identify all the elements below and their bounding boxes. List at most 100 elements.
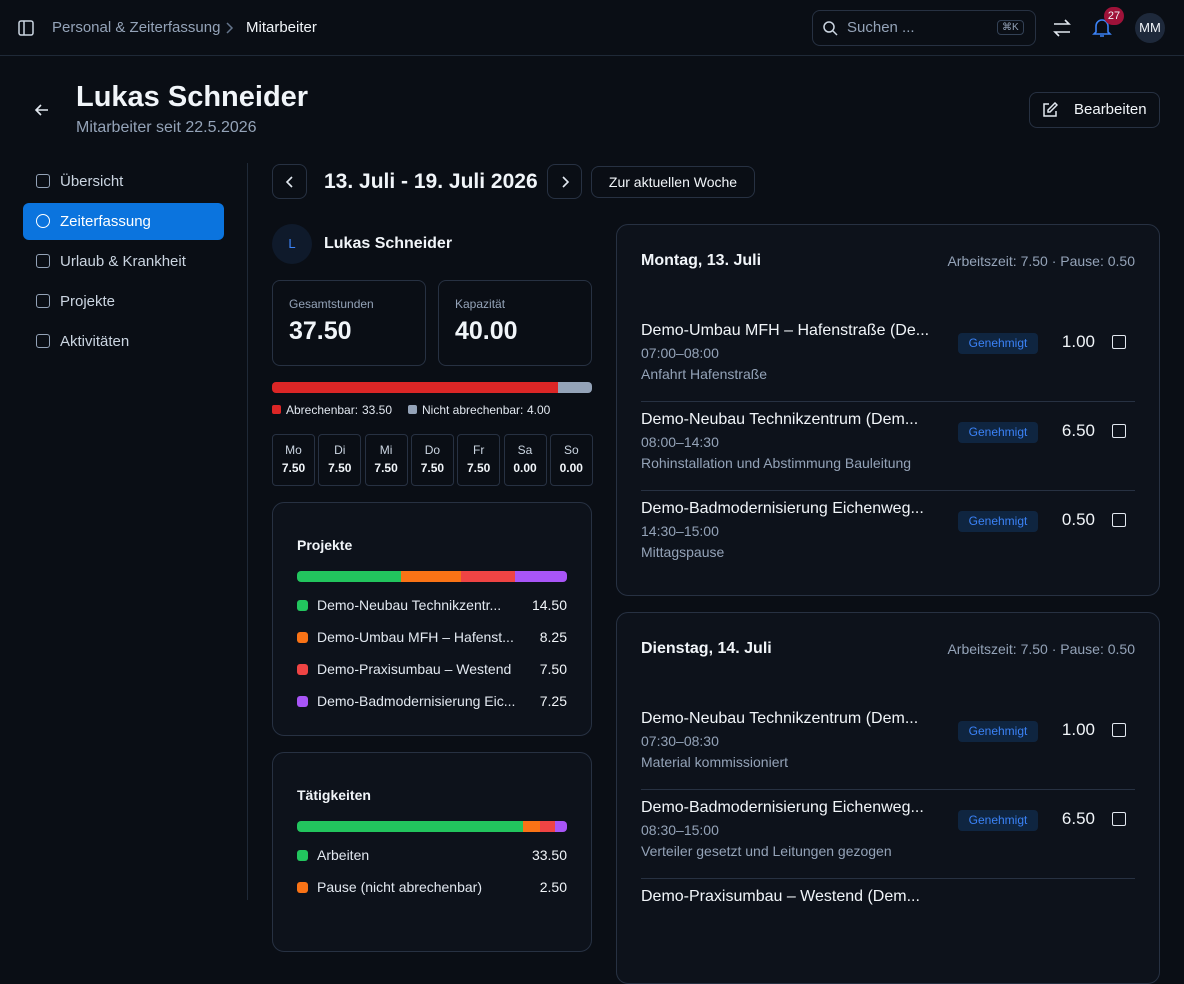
legend-dot [297,600,308,611]
legend-label: Abrechenbar: [286,403,359,417]
stat-card [438,280,592,366]
status-badge: Genehmigt [958,721,1038,742]
sidebar-toggle[interactable] [18,20,34,36]
edit-entry[interactable] [1112,335,1126,349]
item-name: Demo-Umbau MFH – Hafenst... [317,629,514,645]
breadcrumb-current: Mitarbeiter [246,19,317,36]
week-range: 13. Juli - 19. Juli 2026 [324,170,538,193]
nav-icon [36,334,50,348]
day-hours: 7.50 [328,461,352,475]
avatar[interactable]: MM [1135,13,1165,43]
shortcut: ⌘K [997,20,1024,35]
edit-entry[interactable] [1112,424,1126,438]
day-hours: 0.00 [559,461,583,475]
nav-label: Zeiterfassung [60,213,151,230]
topbar [0,0,1184,56]
day-label: Sa [517,443,533,457]
search-placeholder: Suchen ... [847,19,915,36]
separator [641,401,1135,402]
item-value: 7.25 [539,693,567,709]
nav-icon [36,294,50,308]
notification-badge: 27 [1104,7,1124,25]
stat-label: Kapazität [455,297,506,311]
legend-label: Nicht abrechenbar: [422,403,524,417]
day-title: Montag, 13. Juli [641,252,762,269]
legend-dot [408,405,417,414]
status-badge: Genehmigt [958,810,1038,831]
nav-item[interactable] [23,283,224,320]
entry-project: Demo-Neubau Technikzentrum (Dem... [641,710,919,727]
nav-item[interactable] [23,203,224,240]
prev-week[interactable] [272,164,307,199]
legend-dot [297,696,308,707]
entry-time: 08:30–15:00 [641,822,719,838]
legend-value: 33.50 [362,403,393,417]
bar-segment [297,571,402,582]
entry-note: Anfahrt Hafenstraße [641,366,768,382]
status-badge: Genehmigt [958,511,1038,532]
day-hours: 0.00 [513,461,537,475]
day-hours: 7.50 [281,461,306,475]
edit-entry[interactable] [1112,513,1126,527]
day-box [549,434,593,486]
day-label: Do [424,443,441,457]
card-title: Tätigkeiten [297,787,371,803]
nav-icon [36,214,50,228]
entry-hours: 6.50 [1061,809,1095,828]
search[interactable] [812,10,1036,46]
day-box [272,434,315,486]
divider [247,163,248,900]
edit-button[interactable] [1029,92,1160,128]
current-week-button[interactable]: Zur aktuellen Woche [591,166,755,198]
day-card [616,224,1160,596]
entry-project: Demo-Badmodernisierung Eichenweg... [641,799,924,816]
back-button[interactable] [34,102,50,118]
bar-segment [555,821,567,832]
entry-project: Demo-Umbau MFH – Hafenstraße (De... [641,322,930,339]
entry-project: Demo-Praxisumbau – Westend (Dem... [641,888,920,905]
day-box [503,434,547,486]
day-label: So [563,443,579,457]
chevron-right [562,176,570,188]
nav-icon [36,174,50,188]
entry-hours: 1.00 [1061,720,1095,739]
item-name: Pause (nicht abrechenbar) [317,879,482,895]
card-title: Projekte [297,537,353,553]
entry-note: Verteiler gesetzt und Leitungen gezogen [641,843,892,859]
status-badge: Genehmigt [958,333,1038,354]
edit-label: Bearbeiten [1074,101,1147,118]
breakdown-card [272,502,592,736]
item-value: 14.50 [531,597,567,613]
nav-item[interactable] [23,163,224,200]
day-box [410,434,454,486]
entry-time: 08:00–14:30 [641,434,719,450]
day-card [616,612,1160,984]
nav-label: Urlaub & Krankheit [60,253,186,270]
bar-segment [557,382,592,393]
day-box [318,434,362,486]
item-value: 2.50 [539,879,567,895]
entry-project: Demo-Neubau Technikzentrum (Dem... [641,411,919,428]
day-box [457,434,501,486]
day-box [364,434,408,486]
edit-entry[interactable] [1112,812,1126,826]
legend-dot [297,632,308,643]
separator [641,789,1135,790]
legend-value: 4.00 [527,403,551,417]
breadcrumb[interactable]: Personal & Zeiterfassung [52,19,221,36]
next-week[interactable] [547,164,582,199]
edit-entry[interactable] [1112,723,1126,737]
item-name: Demo-Praxisumbau – Westend [317,661,512,677]
employee-avatar: L [272,224,312,264]
stat-value: 37.50 [289,317,352,345]
stat-card [272,280,426,366]
day-summary: Arbeitszeit: 7.50 · Pause: 0.50 [947,253,1135,269]
status-badge: Genehmigt [958,422,1038,443]
entry-note: Mittagspause [641,544,725,560]
bar-segment [514,571,567,582]
entry-note: Rohinstallation und Abstimmung Bauleitun… [641,455,912,471]
switch-icon[interactable] [1052,18,1072,38]
day-title: Dienstag, 14. Juli [641,640,772,657]
day-label: Fr [473,443,485,457]
nav-icon [36,254,50,268]
